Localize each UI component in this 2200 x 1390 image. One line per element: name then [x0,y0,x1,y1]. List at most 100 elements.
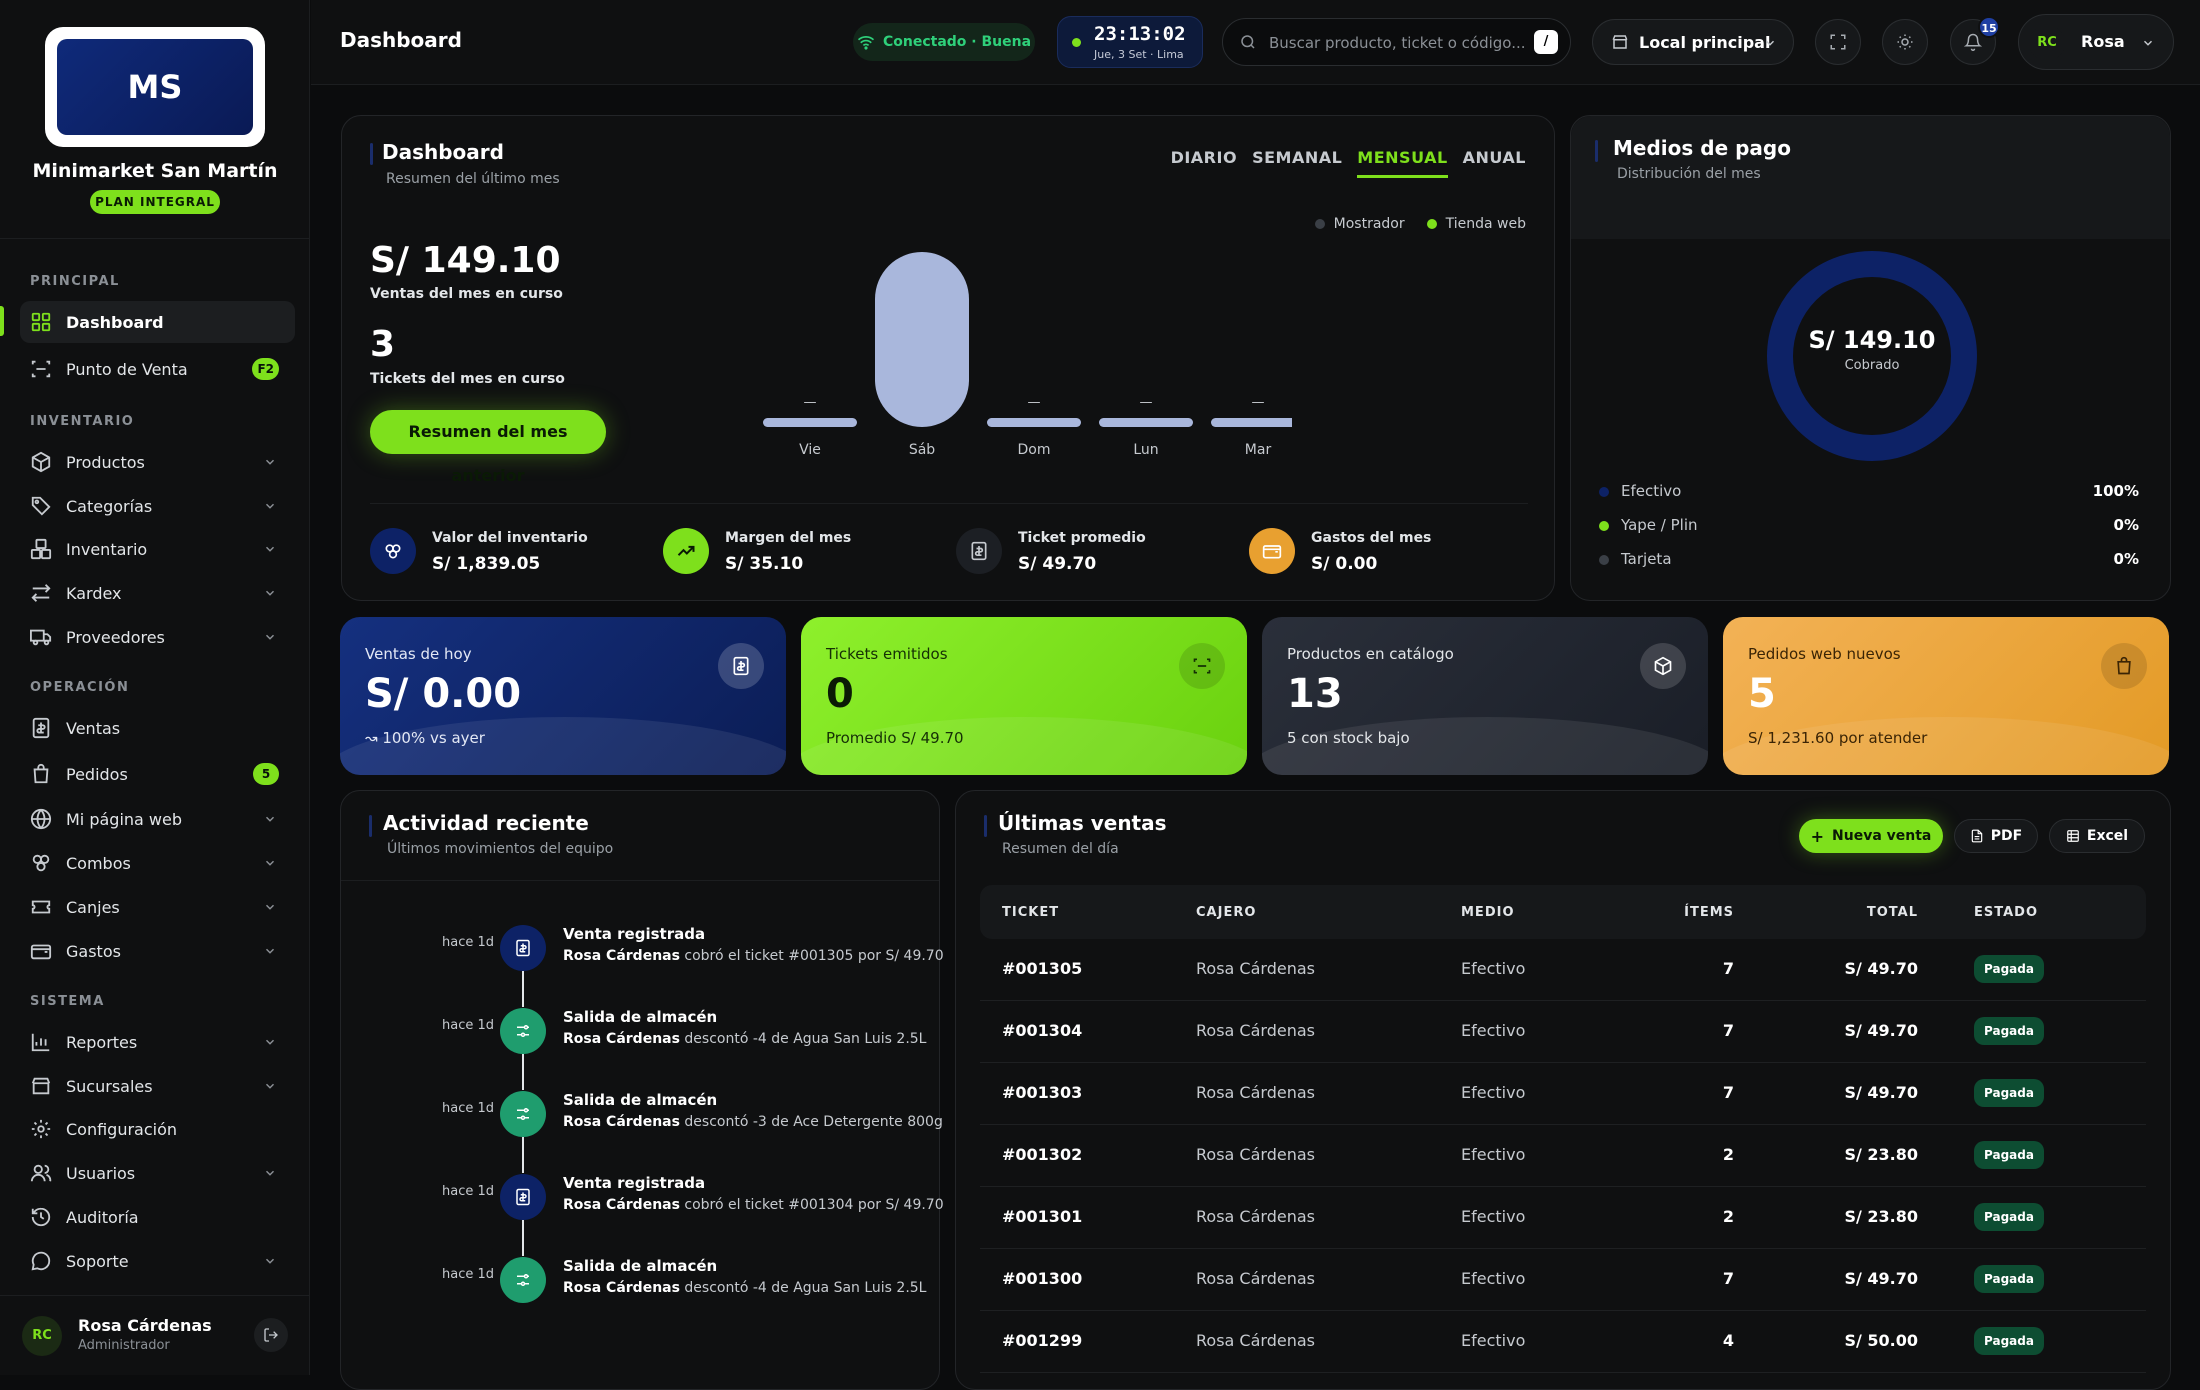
fullscreen-button[interactable] [1815,19,1861,65]
kpi-value: S/ 0.00 [365,671,522,717]
search-input[interactable] [1269,29,1524,57]
column-header-items[interactable]: ÍTEMS [1684,905,1734,920]
activity-item[interactable]: hace 1d Venta registrada Rosa Cárdenas cob… [341,1174,944,1244]
sidebar-item-sucursales[interactable]: Sucursales [20,1065,295,1107]
chart-bar-lun[interactable] [1099,418,1193,427]
sidebar-item-canjes[interactable]: Canjes [20,886,295,928]
activity-item[interactable]: hace 1d Salida de almacén Rosa Cárdenas de… [341,1257,941,1327]
sidebar-item-pedidos[interactable]: Pedidos 5 [20,753,295,795]
chart-bar-mar[interactable] [1211,418,1292,427]
chart-bar-vie[interactable] [763,418,857,427]
activity-item[interactable]: hace 1d Venta registrada Rosa Cárdenas cob… [341,925,944,995]
sales-card: Últimas ventas Resumen del día + Nueva v… [955,790,2171,1390]
sidebar-item-categorias[interactable]: Categorías [20,485,295,527]
avatar[interactable]: RC [22,1316,62,1356]
cell-ticket[interactable]: #001301 [1002,1207,1083,1226]
table-row[interactable]: #001301 Rosa Cárdenas Efectivo 2 S/ 23.80 Pag… [980,1187,2146,1249]
user-name: Rosa Cárdenas [78,1316,212,1335]
kpi-pedidos[interactable]: Pedidos web nuevos 5 S/ 1,231.60 por ate… [1723,617,2169,775]
chart-bar-dom[interactable] [987,418,1081,427]
cell-ticket[interactable]: #001302 [1002,1145,1083,1164]
cell-ticket[interactable]: #001300 [1002,1269,1083,1288]
sidebar-item-gastos[interactable]: Gastos [20,930,295,972]
bell-icon [1964,33,1982,51]
cell-ticket[interactable]: #001303 [1002,1083,1083,1102]
sidebar-item-auditoria[interactable]: Auditoría [20,1196,295,1238]
notifications-button[interactable]: 15 [1950,16,2000,65]
sidebar-item-productos[interactable]: Productos [20,441,295,483]
kpi-productos[interactable]: Productos en catálogo 13 5 con stock baj… [1262,617,1708,775]
activity-item[interactable]: hace 1d Salida de almacén Rosa Cárdenas de… [341,1008,941,1078]
column-header-cajero[interactable]: CAJERO [1196,905,1257,920]
tab-mensual[interactable]: MENSUAL [1357,148,1448,178]
sidebar-item-web[interactable]: Mi página web [20,798,295,840]
chevron-down-icon [265,590,275,596]
sidebar-item-soporte[interactable]: Soporte [20,1240,295,1282]
column-header-estado[interactable]: ESTADO [1974,905,2039,920]
kpi-label: Pedidos web nuevos [1748,645,1901,663]
user-menu[interactable]: RC Rosa [2018,14,2174,70]
activity-description: Rosa Cárdenas descontó -3 de Ace Deterge… [563,1114,943,1130]
legend-item: Tienda web [1426,216,1526,232]
column-header-medio[interactable]: MEDIO [1461,905,1515,920]
kpi-ventas-hoy[interactable]: Ventas de hoy S/ 0.00 ↝ 100% vs ayer [340,617,786,775]
table-row[interactable]: #001302 Rosa Cárdenas Efectivo 2 S/ 23.80 Pag… [980,1125,2146,1187]
sidebar-item-kardex[interactable]: Kardex [20,572,295,614]
wifi-icon [857,36,875,50]
logout-button[interactable] [254,1318,288,1352]
kpi-value: 5 [1748,671,1776,717]
dashboard-card: Dashboard Resumen del último mes DIARIO … [341,115,1555,601]
tab-anual[interactable]: ANUAL [1462,148,1526,167]
stat-label: Ticket promedio [1018,530,1146,546]
tab-diario[interactable]: DIARIO [1170,148,1238,167]
card-header [341,791,939,881]
sidebar-item-inventario[interactable]: Inventario [20,528,295,570]
sales-bar-chart: —Vie1,118Sáb—Dom—Lun—Mar149Mié—Jue [763,252,1292,458]
receipt-icon [956,528,1002,574]
sidebar-item-usuarios[interactable]: Usuarios [20,1152,295,1194]
grid-icon [31,312,51,332]
new-sale-button[interactable]: + Nueva venta [1799,819,1943,853]
export-pdf-button[interactable]: PDF [1954,819,2038,853]
kpi-footer-text: 100% vs ayer [382,729,485,747]
kpi-footer: S/ 1,231.60 por atender [1748,729,1928,747]
payment-row-yape: Yape / Plin 0% [1599,514,2139,538]
cell-items: 7 [1722,1083,1734,1102]
previous-month-button[interactable]: Resumen del mes anterior [370,410,606,485]
column-header-total[interactable]: TOTAL [1866,905,1918,920]
table-icon [2067,830,2079,842]
chart-bar-sáb[interactable] [875,252,969,427]
cell-ticket[interactable]: #001304 [1002,1021,1083,1040]
sidebar-item-reportes[interactable]: Reportes [20,1021,295,1063]
column-header-ticket[interactable]: TICKET [1002,905,1060,920]
cell-ticket[interactable]: #001305 [1002,959,1083,978]
sidebar-item-configuracion[interactable]: Configuración [20,1108,295,1150]
theme-toggle-button[interactable] [1882,19,1928,65]
card-title: Últimas ventas [998,811,1167,835]
chevron-down-icon [265,1258,275,1264]
tab-semanal[interactable]: SEMANAL [1252,148,1343,167]
sidebar-item-ventas[interactable]: Ventas [20,707,295,749]
section-operacion: OPERACIÓN [30,680,130,695]
table-row[interactable]: #001299 Rosa Cárdenas Efectivo 4 S/ 50.00 Pag… [980,1311,2146,1373]
branch-selector[interactable]: Local principal [1592,19,1794,65]
chevron-down-icon [265,1170,275,1176]
stat-margin: Margen del mes S/ 35.10 [663,524,903,578]
table-row[interactable]: #001303 Rosa Cárdenas Efectivo 7 S/ 49.70 Pag… [980,1063,2146,1125]
table-row[interactable]: #001304 Rosa Cárdenas Efectivo 7 S/ 49.70 Pag… [980,1001,2146,1063]
kpi-tickets[interactable]: Tickets emitidos 0 Promedio S/ 49.70 [801,617,1247,775]
notification-count: 15 [1978,16,2000,38]
kpi-label: Productos en catálogo [1287,645,1454,663]
activity-title: Salida de almacén [563,1257,718,1275]
activity-item[interactable]: hace 1d Salida de almacén Rosa Cárdenas de… [341,1091,943,1161]
sidebar-item-dashboard[interactable]: Dashboard [20,301,295,343]
store-logo[interactable]: MS [45,27,265,147]
table-row[interactable]: #001300 Rosa Cárdenas Efectivo 7 S/ 49.70 Pag… [980,1249,2146,1311]
export-excel-button[interactable]: Excel [2049,819,2145,853]
sidebar-item-proveedores[interactable]: Proveedores [20,616,295,658]
sidebar-item-pos[interactable]: Punto de Venta F2 [20,348,295,390]
payments-donut [1767,251,1977,461]
cell-ticket[interactable]: #001299 [1002,1331,1083,1350]
table-row[interactable]: #001305 Rosa Cárdenas Efectivo 7 S/ 49.70 Pag… [980,939,2146,1001]
sidebar-item-combos[interactable]: Combos [20,842,295,884]
